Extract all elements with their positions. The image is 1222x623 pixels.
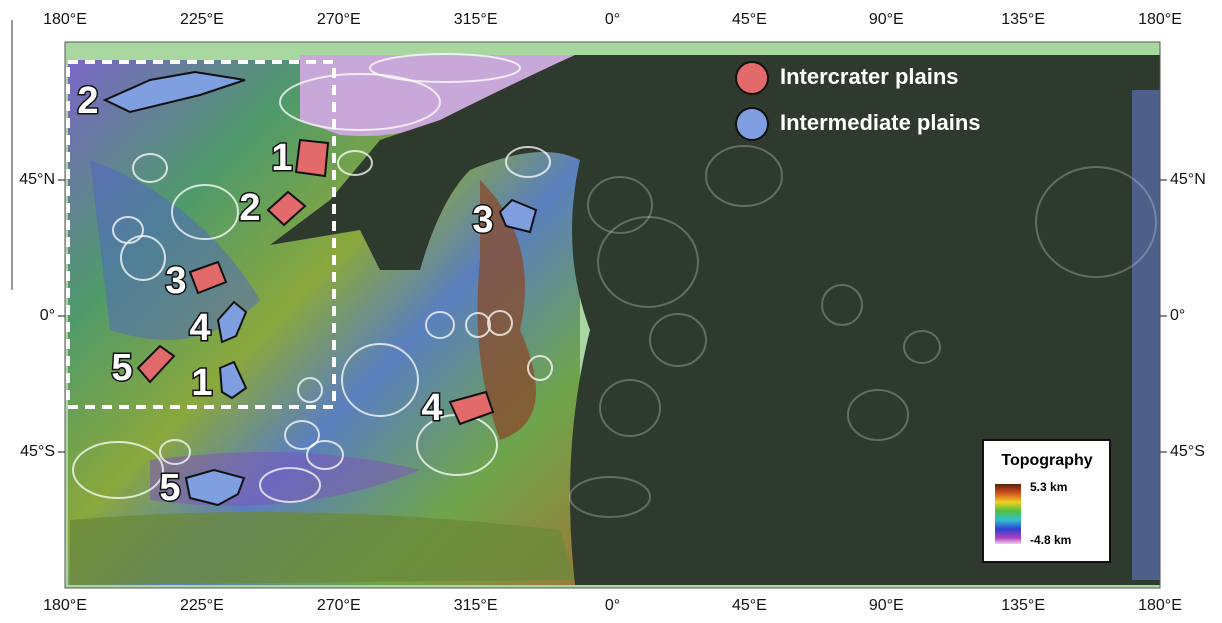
longitude-label: 90°E [869,597,904,614]
latitude-label: 45°N [1170,171,1206,188]
longitude-label: 0° [605,597,620,614]
region-number: 5 [159,467,180,509]
intercrater-region [296,140,328,176]
legend-swatch [736,108,768,140]
map-figure: 1 2 3 4 5 1 2 3 4 5 Intercrater plains I… [0,0,1222,623]
longitude-label: 270°E [317,597,361,614]
longitude-label: 270°E [317,11,361,28]
longitude-label: 180°E [43,597,87,614]
longitude-label: 45°E [732,597,767,614]
edge-strip [1132,90,1160,580]
region-number: 2 [239,187,260,229]
topography-legend: Topography 5.3 km -4.8 km [983,440,1110,562]
legend-swatch [736,62,768,94]
longitude-label: 315°E [454,11,498,28]
longitude-label: 180°E [1138,11,1182,28]
scale-min: -4.8 km [1030,533,1071,547]
longitude-label: 90°E [869,11,904,28]
latitude-label: 0° [40,307,55,324]
longitude-label: 0° [605,11,620,28]
legend-label: Intermediate plains [780,110,981,135]
legend-title: Topography [1001,452,1092,469]
region-number: 4 [189,307,210,349]
longitude-label: 135°E [1001,11,1045,28]
longitude-label: 180°E [1138,597,1182,614]
latitude-label: 45°N [19,171,55,188]
latitude-label: 45°S [20,443,55,460]
longitude-label: 180°E [43,11,87,28]
color-bar [995,484,1021,544]
longitude-label: 315°E [454,597,498,614]
longitude-label: 45°E [732,11,767,28]
region-number: 5 [111,347,132,389]
region-number: 1 [191,362,212,404]
latitude-label: 45°S [1170,443,1205,460]
region-number: 2 [77,80,98,122]
region-number: 4 [421,387,442,429]
longitude-label: 225°E [180,11,224,28]
region-number: 3 [472,199,493,241]
region-number: 3 [165,260,186,302]
scale-max: 5.3 km [1030,480,1067,494]
region-number: 1 [271,137,292,179]
legend-label: Intercrater plains [780,64,959,89]
latitude-label: 0° [1170,307,1185,324]
longitude-label: 135°E [1001,597,1045,614]
longitude-label: 225°E [180,597,224,614]
